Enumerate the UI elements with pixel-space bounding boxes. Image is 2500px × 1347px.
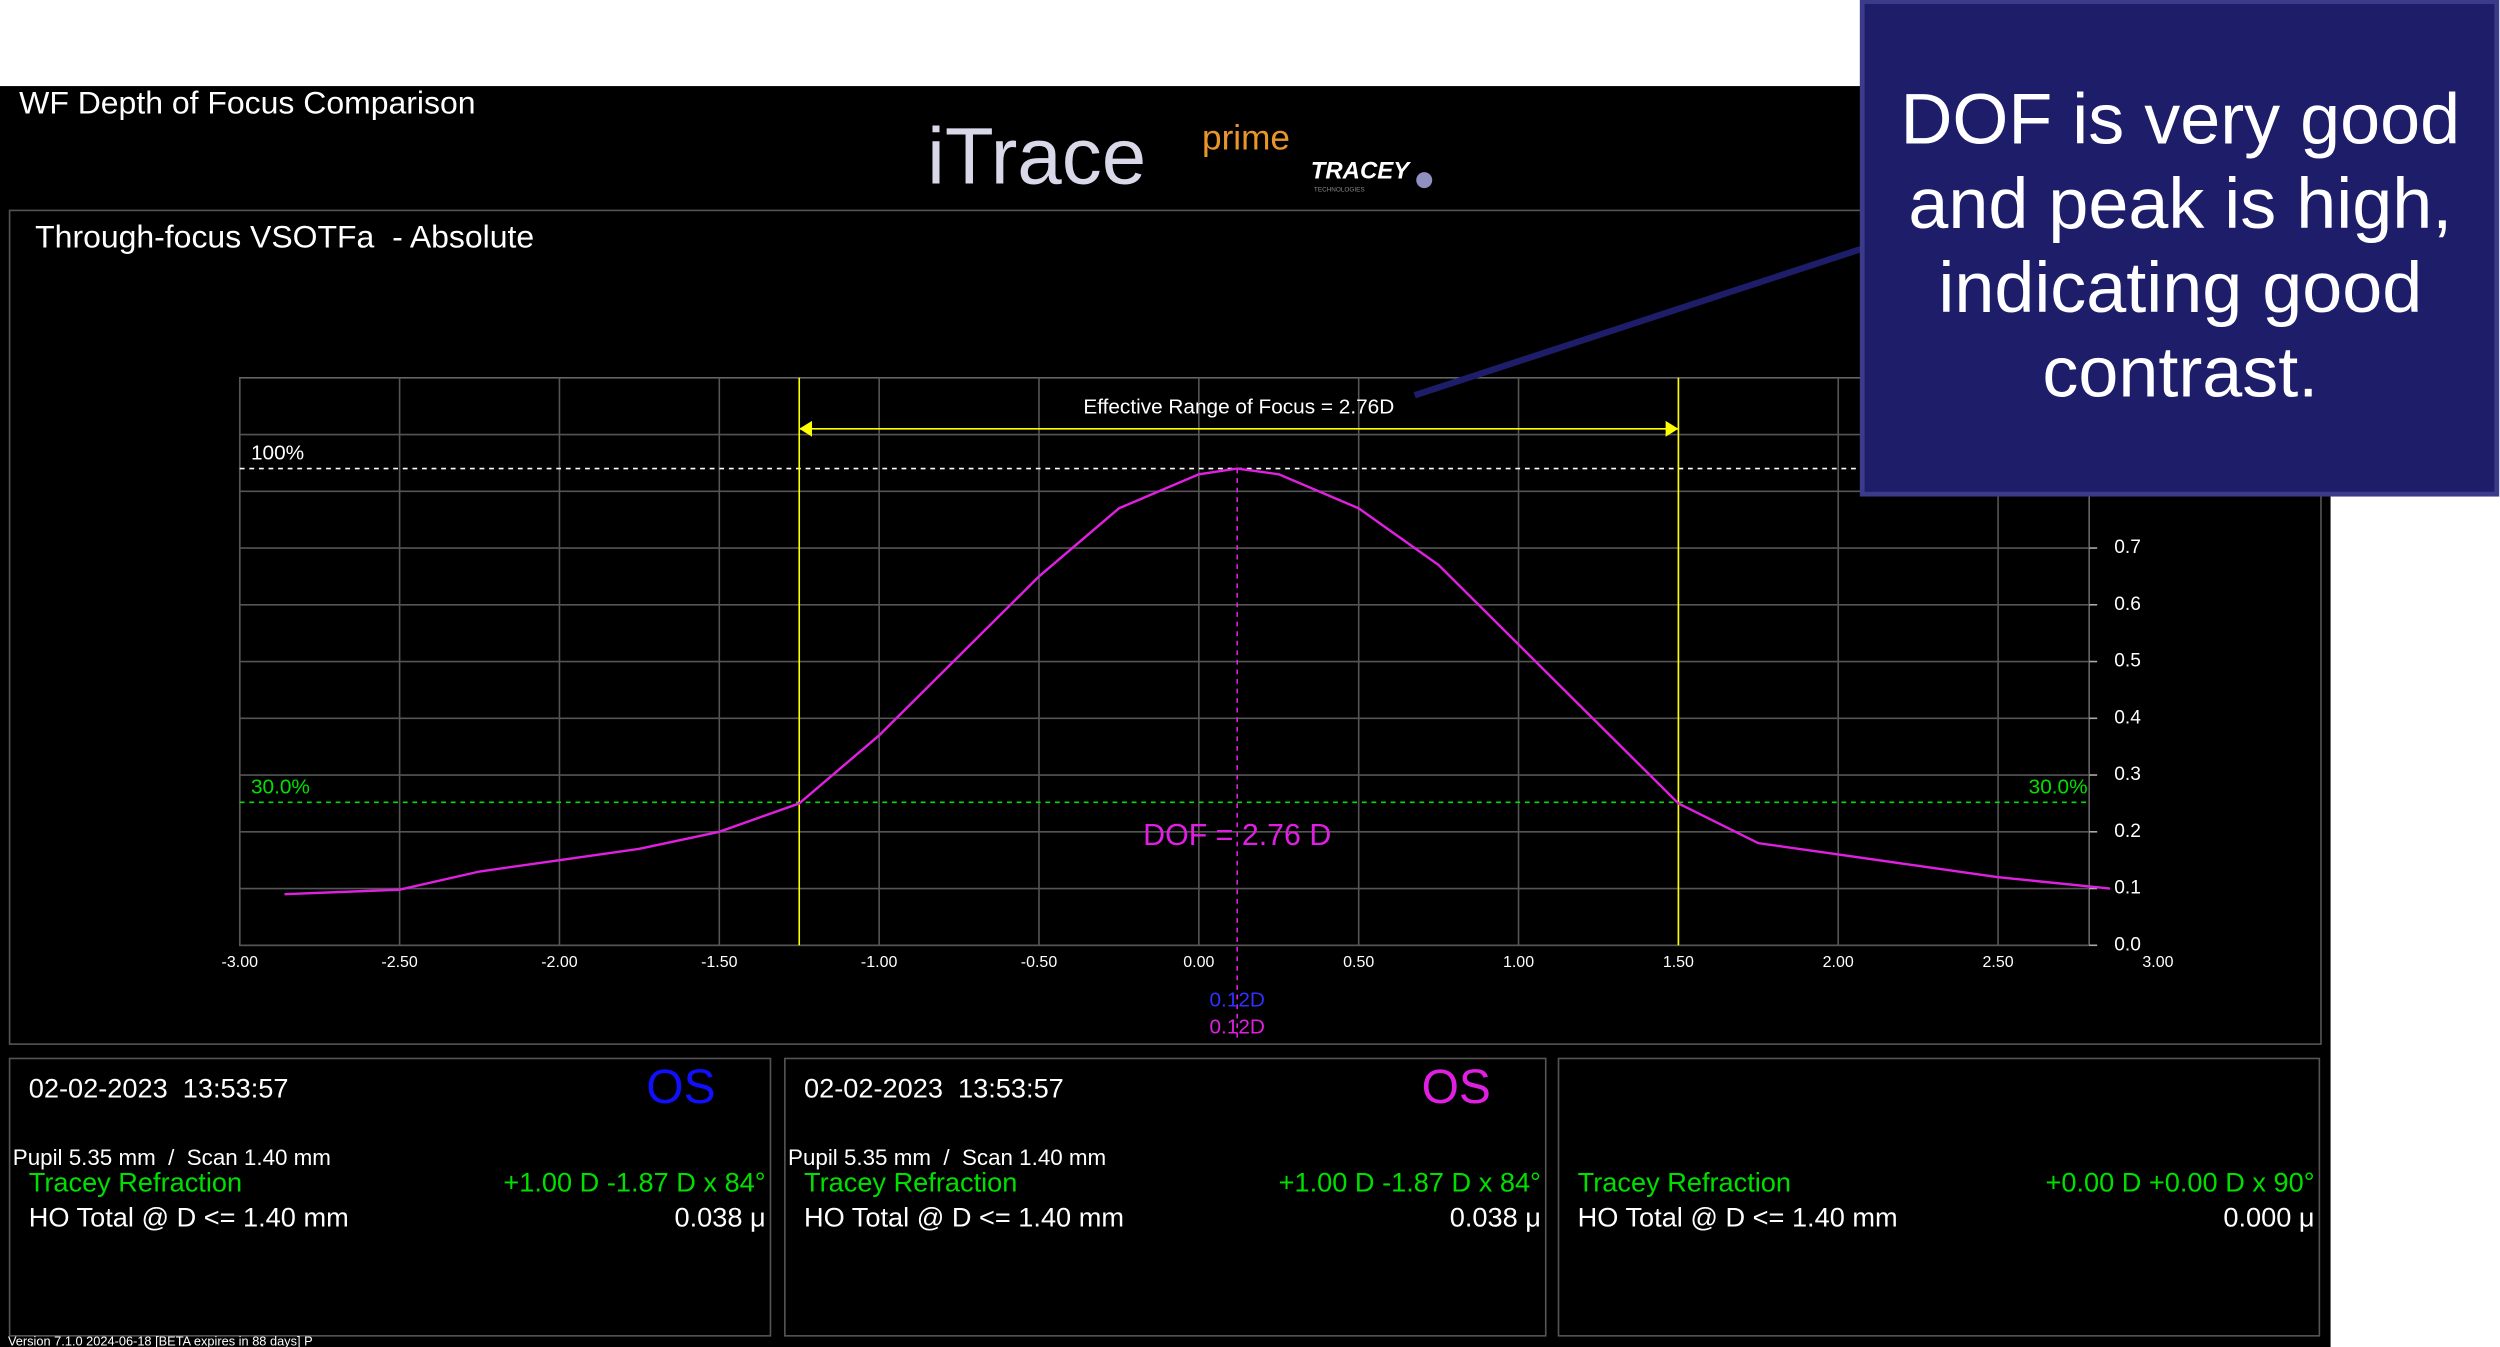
logo-edition: prime (1202, 119, 1290, 158)
x-tick-label: -1.00 (861, 954, 898, 971)
callout-text: contrast. (2042, 333, 2318, 413)
dof-label: DOF = 2.76 D (1143, 819, 1331, 852)
x-tick-label: 1.50 (1663, 954, 1694, 971)
row-value: +1.00 D -1.87 D x 84° (503, 1167, 765, 1198)
x-tick-label: -0.50 (1021, 954, 1058, 971)
y-tick-label: 0.4 (2114, 707, 2141, 728)
row-value: 0.038 μ (1450, 1202, 1541, 1233)
info-panel: 02-02-2023 13:53:57 OS Pupil 5.35 mm / Sca… (784, 1057, 1547, 1337)
timestamp: 02-02-2023 13:53:57 (29, 1073, 289, 1104)
eye-label: OS (646, 1061, 715, 1114)
version-text: Version 7.1.0 2024-06-18 [BETA expires i… (8, 1334, 313, 1347)
eye-label: OS (1422, 1061, 1491, 1114)
y-tick-label: 0.1 (2114, 878, 2141, 899)
logo-brand: TRACEY (1311, 158, 1412, 185)
row-value: 0.038 μ (674, 1202, 765, 1233)
callout-pointer (1413, 244, 1869, 399)
reference-label: 30.0% (2029, 775, 2088, 798)
y-tick-label: 0.6 (2114, 594, 2141, 615)
row-label: HO Total @ D <= 1.40 mm (29, 1202, 349, 1233)
focus-curve (284, 467, 2111, 896)
logo-brand-sub: TECHNOLOGIES (1314, 186, 1365, 193)
reference-label: 30.0% (251, 775, 310, 798)
range-label: Effective Range of Focus = 2.76D (1083, 396, 1394, 419)
row-label: Tracey Refraction (1578, 1167, 1791, 1198)
timestamp: 02-02-2023 13:53:57 (804, 1073, 1064, 1104)
scan-info: Pupil 5.35 mm / Scan 1.40 mm (13, 1145, 331, 1170)
info-panels: 02-02-2023 13:53:57 OS Pupil 5.35 mm / Sca… (8, 1057, 2321, 1337)
row-label: Tracey Refraction (29, 1167, 242, 1198)
logo-name: iTrace (927, 112, 1146, 201)
y-tick-label: 0.2 (2114, 821, 2141, 842)
row-label: HO Total @ D <= 1.40 mm (1578, 1202, 1898, 1233)
x-tick-label: 3.00 (2142, 954, 2173, 971)
x-tick-label: -2.50 (381, 954, 418, 971)
y-tick-label: 0.7 (2114, 537, 2141, 558)
y-tick-label: 0.0 (2114, 934, 2141, 955)
row-label: HO Total @ D <= 1.40 mm (804, 1202, 1124, 1233)
row-label: Tracey Refraction (804, 1167, 1017, 1198)
peak-label: 0.12D (1209, 989, 1264, 1012)
x-tick-label: -1.50 (701, 954, 738, 971)
y-tick-label: 0.3 (2114, 764, 2141, 785)
x-tick-label: -2.00 (541, 954, 578, 971)
plot: 0.00.10.20.30.40.50.60.70.80.9-3.00-2.50… (222, 377, 2174, 1040)
info-panel: 02-02-2023 13:53:57 OS Pupil 5.35 mm / Sca… (8, 1057, 772, 1337)
scan-info: Pupil 5.35 mm / Scan 1.40 mm (788, 1145, 1106, 1170)
window-title: WF Depth of Focus Comparison (19, 85, 475, 121)
x-tick-label: 0.00 (1183, 954, 1214, 971)
logo-dot (1416, 172, 1433, 189)
logo: iTrace prime TRACEY TECHNOLOGIES (927, 112, 1433, 201)
y-tick-label: 0.5 (2114, 651, 2141, 672)
x-tick-label: 0.50 (1343, 954, 1374, 971)
panel-frame (784, 1057, 1547, 1337)
chart-title: Through-focus VSOTFa - Absolute (35, 219, 534, 255)
callout-text: indicating good (1938, 248, 2422, 328)
panel-frame (1557, 1057, 2321, 1337)
row-value: +1.00 D -1.87 D x 84° (1279, 1167, 1541, 1198)
row-value: +0.00 D +0.00 D x 90° (2045, 1167, 2314, 1198)
info-panel: Tracey Refraction +0.00 D +0.00 D x 90° HO… (1557, 1057, 2321, 1337)
callout-box (1859, 0, 2500, 497)
reference-label: 100% (251, 442, 304, 465)
callout-text: DOF is very good (1901, 79, 2461, 159)
peak-label: 0.12D (1209, 1016, 1264, 1039)
x-tick-label: 1.00 (1503, 954, 1534, 971)
callout-text: and peak is high, (1908, 164, 2452, 244)
x-tick-label: 2.50 (1983, 954, 2014, 971)
x-tick-label: -3.00 (222, 954, 259, 971)
x-tick-label: 2.00 (1823, 954, 1854, 971)
panel-frame (8, 1057, 772, 1337)
row-value: 0.000 μ (2223, 1202, 2314, 1233)
chart-panel (8, 209, 2322, 1045)
